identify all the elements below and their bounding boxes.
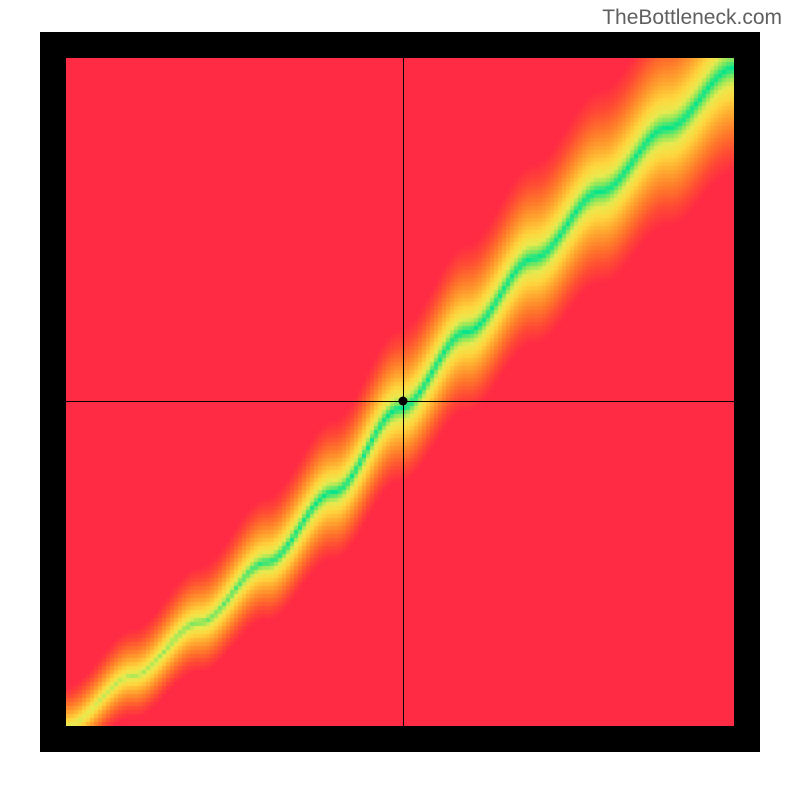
watermark-text: TheBottleneck.com (602, 6, 782, 30)
heatmap-canvas (66, 58, 734, 726)
plot-area (66, 58, 734, 726)
plot-border (40, 32, 760, 752)
chart-container: TheBottleneck.com (0, 0, 800, 800)
marker-dot (399, 397, 408, 406)
crosshair-vertical (403, 58, 404, 726)
